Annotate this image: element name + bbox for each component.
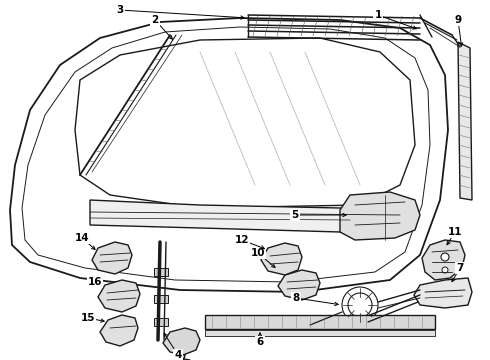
Polygon shape: [98, 280, 140, 312]
Text: 15: 15: [81, 313, 95, 323]
Circle shape: [442, 267, 448, 273]
Polygon shape: [414, 278, 472, 308]
Polygon shape: [422, 240, 465, 280]
Text: 8: 8: [293, 293, 299, 303]
Bar: [154, 268, 168, 276]
Text: 14: 14: [74, 233, 89, 243]
Bar: [154, 318, 168, 326]
Text: 6: 6: [256, 337, 264, 347]
Polygon shape: [10, 18, 448, 292]
Polygon shape: [163, 328, 200, 355]
Polygon shape: [458, 42, 472, 200]
Polygon shape: [278, 270, 320, 300]
Polygon shape: [261, 243, 302, 275]
Text: 9: 9: [454, 15, 462, 25]
Text: 4: 4: [174, 350, 182, 360]
Text: 5: 5: [292, 210, 298, 220]
Text: 3: 3: [117, 5, 123, 15]
Circle shape: [342, 287, 378, 323]
Text: 16: 16: [88, 277, 102, 287]
Text: 1: 1: [374, 10, 382, 20]
Text: 10: 10: [251, 248, 265, 258]
Text: 12: 12: [235, 235, 249, 245]
Text: 11: 11: [448, 227, 462, 237]
Text: 7: 7: [456, 263, 464, 273]
Bar: [205, 330, 435, 336]
Bar: [154, 295, 168, 303]
Polygon shape: [75, 38, 415, 208]
Polygon shape: [90, 200, 415, 232]
Bar: [205, 315, 435, 329]
Polygon shape: [100, 315, 138, 346]
Polygon shape: [92, 242, 132, 274]
Circle shape: [441, 253, 449, 261]
Polygon shape: [340, 192, 420, 240]
Circle shape: [348, 293, 372, 317]
Text: 2: 2: [151, 15, 159, 25]
